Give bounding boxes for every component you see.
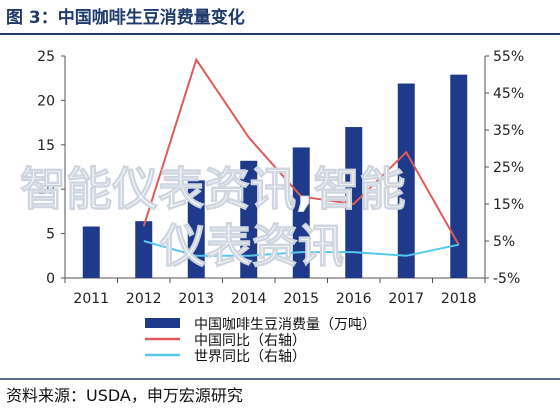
y-right-tick-label: 35%: [493, 123, 524, 139]
y-left-tick-label: 5: [46, 227, 55, 243]
bar: [450, 74, 468, 278]
plot-area: 0 5 10 15 20 25 -5% 5% 15% 25% 35% 45% 55% 2011 2012 20…: [37, 49, 524, 307]
bar: [82, 226, 100, 278]
y-left-tick-label: 25: [37, 49, 55, 65]
legend-label: 世界同比（右轴）: [194, 349, 306, 365]
watermark-line2: 仪表资讯: [159, 219, 344, 273]
x-tick-label: 2016: [336, 291, 372, 307]
source-note: 资料来源：USDA，申万宏源研究: [6, 386, 243, 405]
y-right-tick-label: 15%: [493, 197, 524, 213]
bar: [345, 127, 363, 278]
x-tick-label: 2014: [231, 291, 267, 307]
x-tick-label: 2012: [126, 291, 162, 307]
y-right-tick-label: 55%: [493, 49, 524, 65]
legend-label: 中国同比（右轴）: [194, 333, 306, 349]
bar: [135, 221, 153, 278]
x-tick-label: 2017: [388, 291, 424, 307]
x-tick-label: 2015: [283, 291, 319, 307]
y-left-tick-label: 20: [37, 93, 55, 109]
y-right-tick-label: 5%: [493, 234, 515, 250]
y-right-tick-label: 25%: [493, 160, 524, 176]
x-tick-label: 2011: [73, 291, 109, 307]
bar: [292, 147, 310, 278]
legend: 中国咖啡生豆消费量（万吨）中国同比（右轴）世界同比（右轴）: [145, 317, 376, 365]
y-right-tick-label: 45%: [493, 86, 524, 102]
bar: [240, 160, 258, 278]
x-tick-label: 2018: [441, 291, 477, 307]
y-left-tick-label: 15: [37, 138, 55, 154]
legend-label: 中国咖啡生豆消费量（万吨）: [194, 317, 376, 333]
bar: [397, 83, 415, 278]
y-left-tick-label: 10: [37, 182, 55, 198]
y-right-tick-label: -5%: [493, 271, 520, 287]
watermark-line1: 智能仪表资讯,智能: [20, 162, 405, 216]
y-left-tick-label: 0: [46, 271, 55, 287]
x-tick-label: 2013: [178, 291, 214, 307]
world-yoy-line: [143, 240, 459, 257]
chart-title: 图 3：中国咖啡生豆消费量变化: [6, 7, 245, 28]
china-yoy-line: [142, 57, 460, 246]
legend-swatch-bar: [145, 318, 180, 328]
